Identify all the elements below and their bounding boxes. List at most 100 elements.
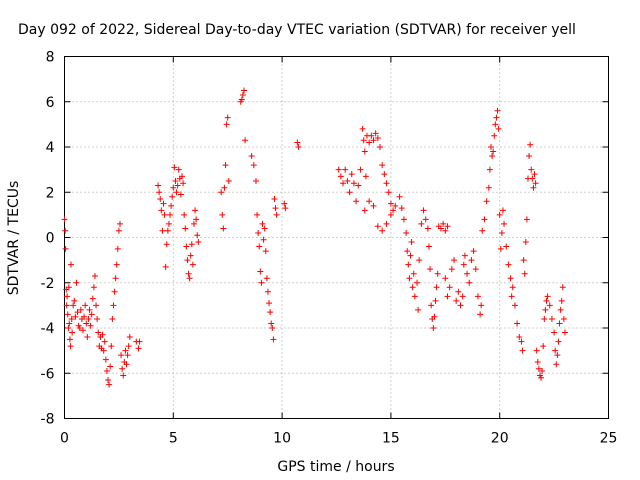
data-point	[73, 279, 80, 286]
y-tick-label: 4	[46, 140, 55, 156]
data-point	[89, 295, 96, 302]
data-point	[156, 189, 163, 196]
data-point	[493, 114, 500, 121]
data-point	[432, 297, 439, 304]
data-point	[255, 229, 262, 236]
data-point	[348, 171, 355, 178]
data-point	[499, 207, 506, 214]
data-point	[262, 248, 269, 255]
data-point	[551, 329, 558, 336]
data-point	[160, 200, 167, 207]
data-point	[541, 315, 548, 322]
data-point	[107, 363, 114, 370]
x-tick-label: 20	[491, 431, 509, 447]
data-point	[90, 284, 97, 291]
data-point	[560, 315, 567, 322]
x-axis-title: GPS time / hours	[277, 459, 394, 475]
data-point	[120, 372, 127, 379]
data-point	[528, 166, 535, 173]
data-point	[64, 293, 71, 300]
data-point	[224, 114, 231, 121]
data-point	[511, 302, 518, 309]
data-point	[503, 243, 510, 250]
data-point	[189, 261, 196, 268]
data-point	[187, 252, 194, 259]
data-point	[135, 345, 142, 352]
data-point	[88, 311, 95, 318]
y-tick-label: 8	[46, 50, 55, 66]
data-point	[220, 225, 227, 232]
data-point	[372, 130, 379, 137]
data-point	[267, 309, 274, 316]
data-point	[495, 125, 502, 132]
data-point	[470, 248, 477, 255]
data-point	[370, 137, 377, 144]
data-point	[514, 320, 521, 327]
axis-tick-labels: 0 5 10 15 20 25 -8 -6 -4 -2 0 2 4 6 8	[41, 50, 618, 447]
data-point	[266, 300, 273, 307]
data-point	[425, 243, 432, 250]
data-point	[414, 279, 421, 286]
data-point	[165, 220, 172, 227]
data-point	[108, 343, 115, 350]
data-point	[106, 381, 113, 388]
data-point	[272, 205, 279, 212]
data-point	[111, 288, 118, 295]
data-point	[546, 302, 553, 309]
data-point	[126, 334, 133, 341]
data-point	[498, 229, 505, 236]
data-point	[377, 144, 384, 150]
data-point	[535, 365, 542, 372]
data-point	[69, 329, 76, 336]
data-point	[195, 239, 202, 246]
data-point	[100, 347, 107, 354]
y-tick-label: -4	[41, 321, 55, 337]
y-tick-label: 6	[46, 95, 55, 111]
data-point	[82, 302, 89, 309]
data-point	[444, 293, 451, 300]
data-point	[194, 232, 201, 239]
data-point	[411, 293, 418, 300]
data-point	[379, 162, 386, 169]
data-point	[175, 166, 182, 173]
x-tick-label: 5	[169, 431, 178, 447]
data-point	[122, 347, 129, 354]
data-point	[459, 293, 466, 300]
data-point	[268, 320, 275, 327]
data-point	[509, 284, 516, 291]
data-point	[431, 313, 438, 320]
data-point	[102, 356, 109, 363]
data-point	[370, 202, 377, 209]
data-point	[259, 220, 266, 227]
data-point	[461, 252, 468, 259]
data-point	[437, 225, 444, 232]
data-point	[479, 227, 486, 234]
data-point	[457, 302, 464, 309]
data-point	[361, 148, 368, 155]
data-point	[172, 177, 179, 184]
x-tick-label: 10	[273, 431, 291, 447]
data-point	[385, 189, 392, 196]
data-point	[258, 279, 265, 286]
data-point	[383, 180, 390, 187]
data-point	[520, 257, 527, 264]
data-point	[72, 313, 79, 320]
data-point	[171, 164, 178, 171]
chart-title: Day 092 of 2022, Sidereal Day-to-day VTE…	[18, 22, 576, 38]
data-point	[381, 171, 388, 178]
data-point	[407, 252, 414, 259]
data-point	[446, 284, 453, 291]
data-point	[404, 248, 411, 255]
data-point	[83, 320, 90, 327]
data-point	[455, 288, 462, 295]
data-point	[362, 173, 369, 180]
data-point	[169, 193, 176, 200]
data-point	[508, 293, 515, 300]
data-point	[424, 225, 431, 232]
data-point	[507, 275, 514, 282]
data-point	[182, 225, 189, 232]
data-point	[157, 196, 164, 203]
x-tick-label: 0	[60, 431, 69, 447]
data-point	[63, 302, 70, 309]
data-point	[242, 137, 249, 144]
